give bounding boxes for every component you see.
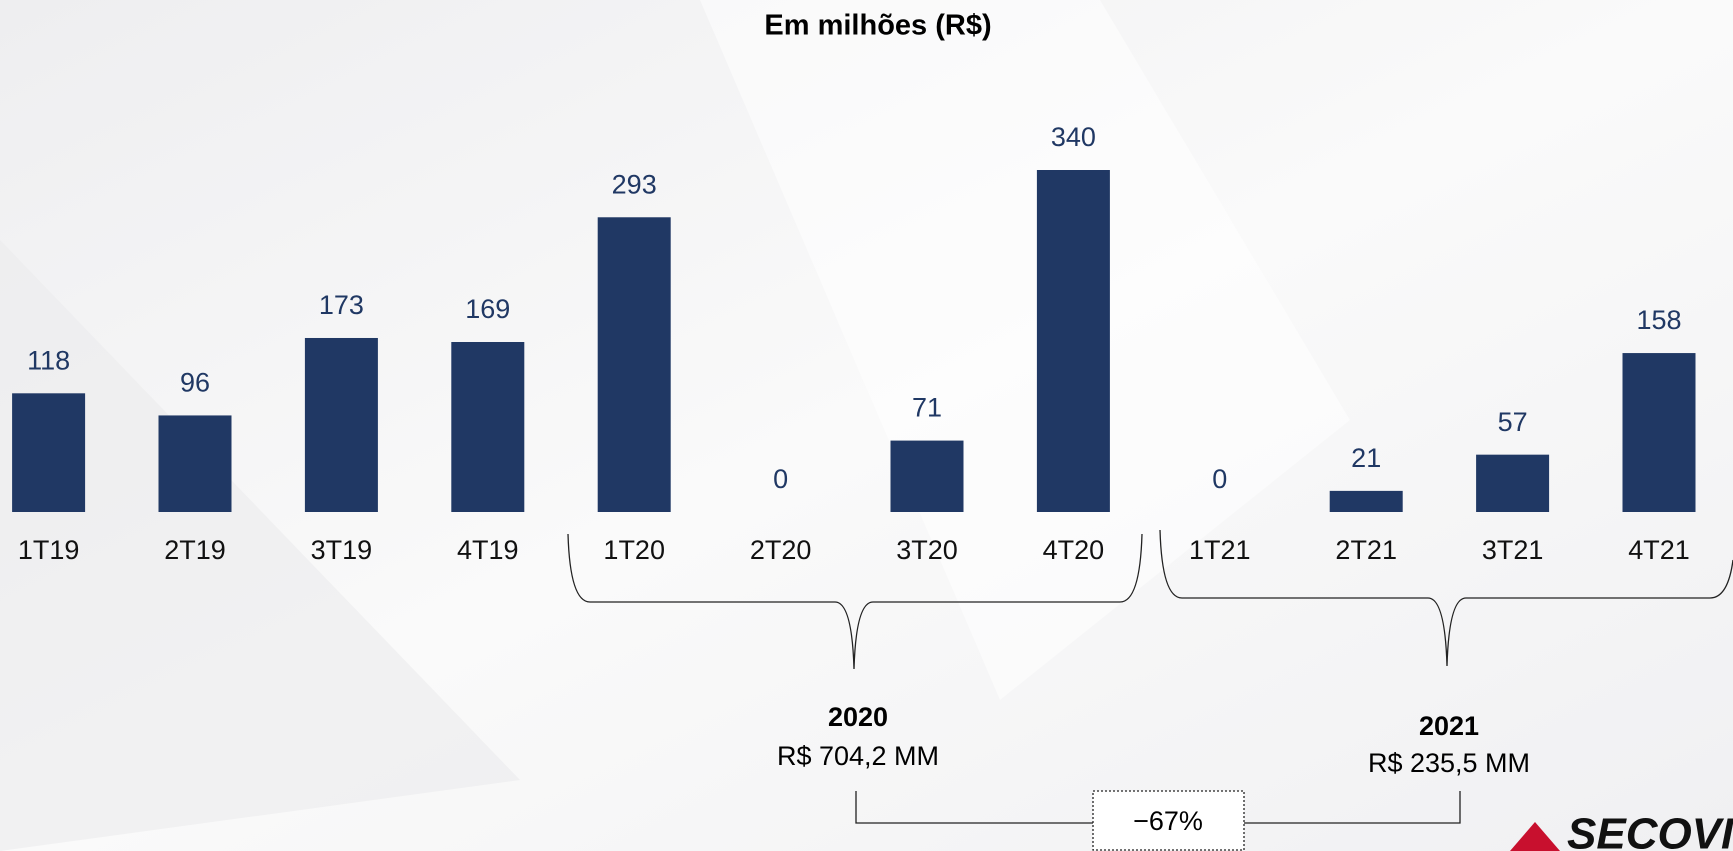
change-label: −67% [1133, 806, 1203, 836]
value-label: 173 [319, 290, 364, 320]
bar [451, 342, 525, 512]
year-label: 2021 [1419, 711, 1479, 741]
x-tick-label: 2T21 [1335, 535, 1397, 565]
bar [1329, 490, 1403, 512]
bar [1476, 454, 1550, 512]
bar [890, 440, 964, 512]
comparison-connector [855, 791, 1461, 824]
logo: SECOVI [1567, 810, 1733, 851]
year-label: 2020 [828, 702, 888, 732]
brace-2020 [567, 533, 1143, 670]
x-tick-label: 4T19 [457, 535, 519, 565]
change-box [1092, 790, 1245, 851]
background-shape [0, 240, 520, 851]
x-tick-label: 1T20 [603, 535, 665, 565]
bar [1622, 353, 1696, 512]
background-shape [700, 0, 1350, 700]
x-tick-label: 3T20 [896, 535, 958, 565]
x-tick-label: 2T19 [164, 535, 226, 565]
bar [12, 393, 86, 512]
value-label: 158 [1636, 305, 1681, 335]
x-tick-label: 4T20 [1043, 535, 1105, 565]
value-label: 57 [1498, 407, 1528, 437]
x-tick-label: 1T19 [18, 535, 80, 565]
x-tick-label: 1T21 [1189, 535, 1251, 565]
year-total: R$ 235,5 MM [1368, 748, 1530, 778]
year-total: R$ 704,2 MM [777, 741, 939, 771]
value-label: 118 [27, 345, 70, 375]
x-tick-label: 3T21 [1482, 535, 1544, 565]
value-label: 169 [465, 294, 510, 324]
x-tick-label: 3T19 [311, 535, 373, 565]
value-label: 0 [773, 464, 788, 494]
bar [597, 217, 671, 512]
value-label: 340 [1051, 122, 1096, 152]
brace-2021 [1159, 529, 1733, 667]
bar [158, 415, 232, 512]
value-label: 0 [1212, 464, 1227, 494]
x-tick-label: 2T20 [750, 535, 812, 565]
value-label: 96 [180, 368, 210, 398]
x-tick-label: 4T21 [1628, 535, 1690, 565]
chart-title: Em milhões (R$) [764, 10, 991, 42]
value-label: 71 [912, 393, 942, 423]
value-label: 21 [1351, 443, 1381, 473]
logo-icon [1510, 822, 1560, 851]
bar [1036, 170, 1110, 512]
value-label: 293 [612, 169, 657, 199]
bar [304, 337, 378, 512]
